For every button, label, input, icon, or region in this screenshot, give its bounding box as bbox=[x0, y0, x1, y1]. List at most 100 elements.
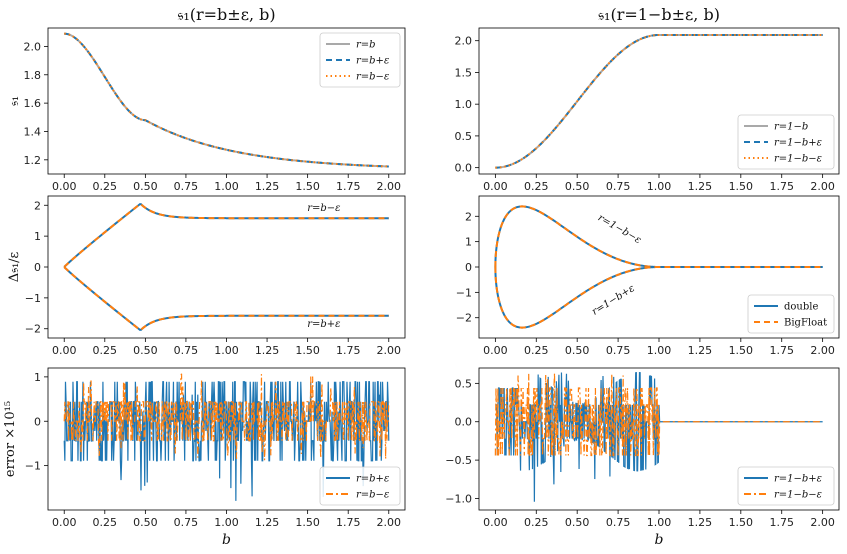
x-tick-label: 1.75 bbox=[336, 344, 361, 357]
legend-label: r=1−b bbox=[774, 122, 808, 133]
x-tick-label: 0.50 bbox=[133, 180, 158, 193]
legend-label: r=1−b−ε bbox=[774, 154, 822, 165]
legend-box bbox=[319, 32, 401, 88]
x-tick-label: 1.50 bbox=[295, 344, 320, 357]
x-tick-label: 2.00 bbox=[377, 180, 402, 193]
x-tick-label: 0.75 bbox=[606, 180, 631, 193]
x-tick-label: 0.00 bbox=[52, 180, 77, 193]
x-tick-label: 1.00 bbox=[647, 180, 672, 193]
series-line-1 bbox=[494, 205, 823, 268]
annotation-upper: r=1−b−ε bbox=[596, 213, 643, 247]
x-tick-label: 0.75 bbox=[174, 344, 199, 357]
chart-title: 𝔰₁(r=b±ε, b) bbox=[177, 5, 275, 24]
y-tick-label: 0.5 bbox=[455, 130, 473, 143]
y-tick-label: 1.6 bbox=[24, 97, 42, 110]
x-tick-label: 1.75 bbox=[769, 344, 794, 357]
x-tick-label: 1.00 bbox=[214, 180, 239, 193]
legend-box bbox=[747, 294, 835, 334]
y-tick-label: 1 bbox=[465, 236, 472, 249]
y-tick-label: 2.0 bbox=[455, 35, 473, 48]
x-tick-label: 2.00 bbox=[810, 516, 835, 529]
chart-6: 0.00 0.25 0.50 0.75 1.00 1.25 1.50 1.75 2.00 −1.0… bbox=[445, 367, 840, 548]
x-tick-label: 1.75 bbox=[769, 516, 794, 529]
x-tick-label: 2.00 bbox=[377, 516, 402, 529]
legend-box bbox=[737, 466, 835, 506]
x-tick-label: 0.00 bbox=[52, 516, 77, 529]
x-tick-label: 0.75 bbox=[606, 516, 631, 529]
y-tick-label: 1 bbox=[34, 230, 41, 243]
x-tick-label: 0.50 bbox=[133, 516, 158, 529]
y-tick-label: −1 bbox=[456, 286, 472, 299]
x-tick-label: 0.75 bbox=[174, 516, 199, 529]
annotation-lower: r=b+ε bbox=[307, 319, 340, 330]
series-line-2 bbox=[63, 203, 389, 268]
x-tick-label: 0.25 bbox=[524, 516, 549, 529]
x-tick-label: 1.00 bbox=[214, 344, 239, 357]
x-tick-label: 0.25 bbox=[93, 516, 118, 529]
legend: r=1−b+ε r=1−b−ε bbox=[737, 466, 835, 506]
y-tick-label: −2 bbox=[456, 312, 472, 325]
x-tick-label: 0.50 bbox=[133, 344, 158, 357]
legend-label: BigFloat bbox=[784, 318, 827, 329]
x-tick-label: 0.25 bbox=[93, 344, 118, 357]
chart-2: 0.00 0.25 0.50 0.75 1.00 1.25 1.50 1.75 2.00 0.0 0… bbox=[455, 5, 840, 193]
x-tick-label: 2.00 bbox=[810, 180, 835, 193]
x-tick-label: 1.75 bbox=[336, 180, 361, 193]
series-line-3 bbox=[495, 33, 823, 169]
y-tick-label: 0.0 bbox=[455, 416, 473, 429]
y-tick-label: 0 bbox=[34, 415, 41, 428]
x-tick-label: 1.25 bbox=[255, 344, 280, 357]
x-tick-label: 1.25 bbox=[255, 516, 280, 529]
series-line-2 bbox=[63, 373, 390, 461]
legend-box bbox=[737, 114, 835, 170]
x-tick-label: 0.50 bbox=[565, 516, 590, 529]
y-tick-label: −2 bbox=[25, 323, 41, 336]
series-line-2 bbox=[494, 373, 823, 457]
y-tick-label: 2.0 bbox=[24, 40, 42, 53]
x-tick-label: 1.00 bbox=[647, 516, 672, 529]
legend: r=1−b r=1−b+ε r=1−b−ε bbox=[737, 114, 835, 170]
y-tick-label: 1.8 bbox=[24, 69, 42, 82]
x-tick-label: 1.50 bbox=[295, 516, 320, 529]
x-axis-label: b bbox=[655, 532, 664, 548]
y-tick-label: 2 bbox=[465, 210, 472, 223]
series-line-2 bbox=[494, 205, 823, 268]
x-tick-label: 1.50 bbox=[729, 344, 754, 357]
legend-label: double bbox=[784, 302, 818, 313]
x-tick-label: 0.25 bbox=[93, 180, 118, 193]
chart-title: 𝔰₁(r=1−b±ε, b) bbox=[598, 5, 720, 24]
x-tick-label: 0.50 bbox=[565, 344, 590, 357]
series-line-4 bbox=[63, 266, 389, 331]
legend: r=b+ε r=b−ε bbox=[319, 466, 401, 506]
x-tick-label: 0.75 bbox=[174, 180, 199, 193]
y-tick-label: 0 bbox=[465, 261, 472, 274]
annotation-lower: r=1−b+ε bbox=[590, 283, 637, 318]
y-tick-label: −1.0 bbox=[445, 492, 472, 505]
x-tick-label: 2.00 bbox=[377, 344, 402, 357]
x-tick-label: 1.50 bbox=[729, 180, 754, 193]
y-tick-label: 1.5 bbox=[455, 66, 473, 79]
legend-label: r=b+ε bbox=[356, 56, 389, 67]
legend-label: r=b bbox=[356, 40, 376, 51]
x-tick-label: 0.25 bbox=[524, 344, 549, 357]
x-tick-label: 1.75 bbox=[336, 516, 361, 529]
legend-label: r=b−ε bbox=[356, 72, 389, 83]
chart-3: 0.00 0.25 0.50 0.75 1.00 1.25 1.50 1.75 2.00 −2 −1… bbox=[7, 195, 406, 357]
x-tick-label: 0.75 bbox=[606, 344, 631, 357]
y-axis-label: 𝔰₁ bbox=[7, 96, 22, 106]
series-line-3 bbox=[64, 32, 389, 168]
series-line-4 bbox=[494, 266, 823, 329]
y-tick-label: 0 bbox=[34, 261, 41, 274]
y-tick-label: 1 bbox=[34, 371, 41, 384]
chart-1: 0.00 0.25 0.50 0.75 1.00 1.25 1.50 1.75 2.00 1.2 1… bbox=[7, 5, 406, 193]
x-tick-label: 2.00 bbox=[810, 344, 835, 357]
y-axis-label: error ×10¹⁵ bbox=[3, 401, 18, 477]
x-tick-label: 0.50 bbox=[565, 180, 590, 193]
x-tick-label: 1.50 bbox=[729, 516, 754, 529]
legend-box bbox=[319, 466, 401, 506]
x-tick-label: 1.00 bbox=[214, 516, 239, 529]
x-tick-label: 1.25 bbox=[688, 180, 713, 193]
x-tick-label: 0.25 bbox=[524, 180, 549, 193]
x-tick-label: 1.50 bbox=[295, 180, 320, 193]
